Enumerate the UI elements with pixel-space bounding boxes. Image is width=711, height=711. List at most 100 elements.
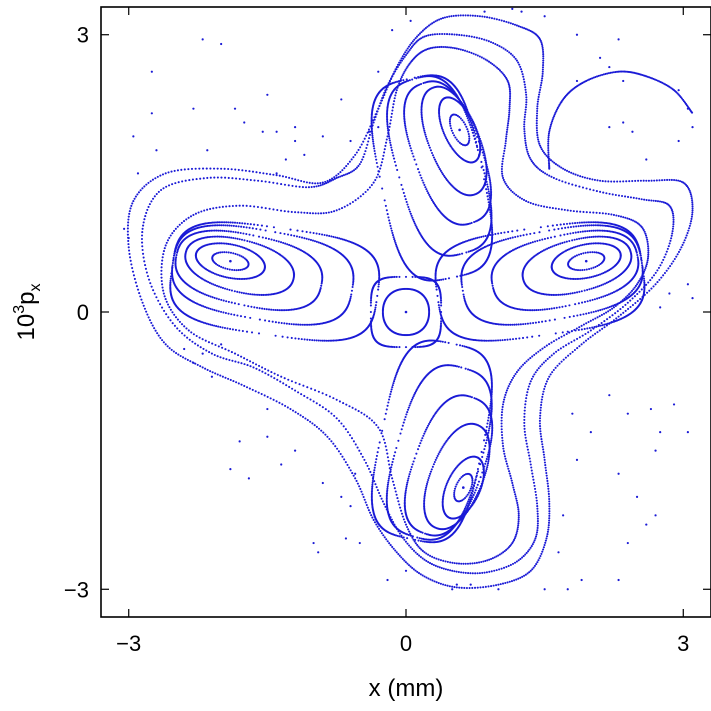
data-point-orbit-13 xyxy=(241,222,244,225)
data-point-orbit-13 xyxy=(297,337,300,340)
data-point-orbit-20 xyxy=(455,483,458,486)
data-point-orbit-4 xyxy=(480,142,483,145)
data-point-orbit-17 xyxy=(527,242,530,245)
data-point-orbit-13 xyxy=(250,331,254,334)
data-point-orbit-18 xyxy=(541,320,544,323)
data-point-orbit-22 xyxy=(439,449,442,452)
data-point-orbit-17 xyxy=(564,305,567,308)
data-point-orbit-22 xyxy=(483,476,486,479)
data-point-orbit-14 xyxy=(583,268,586,271)
data-point-orbit-7 xyxy=(374,155,377,158)
data-point-orbit-23 xyxy=(409,468,413,471)
data-point-orbit-12 xyxy=(317,241,320,244)
data-point-orbit-7 xyxy=(390,229,393,232)
data-point-orbit-19 xyxy=(480,235,483,238)
data-point-orbit-16 xyxy=(563,241,566,244)
data-point-orbit-3 xyxy=(447,141,450,145)
data-point-orbit-14 xyxy=(579,269,582,272)
data-point-orbit-22 xyxy=(486,462,490,465)
data-point-orbit-12 xyxy=(228,224,231,227)
data-point-orbit-13 xyxy=(245,330,249,333)
data-point-orbit-12 xyxy=(301,323,304,326)
data-point-orbit-26 xyxy=(533,353,536,356)
data-point-orbit-26 xyxy=(476,54,479,57)
data-point-orbit-9 xyxy=(239,245,242,248)
data-point-orbit-10 xyxy=(218,235,221,238)
data-point-orbit-18 xyxy=(576,314,579,317)
data-point-orbit-0 xyxy=(428,312,431,315)
data-point-orbit-2 xyxy=(449,116,452,119)
data-point-orbit-12 xyxy=(213,309,216,312)
data-point-orbit-6 xyxy=(389,144,392,147)
data-point-orbit-18 xyxy=(496,240,499,243)
data-point-orbit-1 xyxy=(395,346,398,349)
data-point-orbit-11 xyxy=(176,251,179,254)
data-point-orbit-26 xyxy=(500,419,503,422)
data-point-orbit-11 xyxy=(270,238,273,241)
data-point-orbit-10 xyxy=(219,286,222,289)
data-point-orbit-26 xyxy=(643,268,646,271)
data-point-orbit-6 xyxy=(455,254,458,257)
data-point-orbit-26 xyxy=(508,187,511,190)
data-point-orbit-10 xyxy=(255,242,258,245)
data-point-orbit-26 xyxy=(551,207,554,210)
data-point-orbit-1 xyxy=(439,297,443,300)
data-point-orbit-25 xyxy=(461,344,464,347)
data-point-orbit-23 xyxy=(488,447,491,450)
data-point-orbit-19 xyxy=(518,337,521,340)
data-point-orbit-5 xyxy=(474,132,477,135)
data-point-orbit-26 xyxy=(645,263,648,266)
data-point-orbit-26 xyxy=(504,142,507,145)
data-point-orbit-7 xyxy=(486,195,489,198)
data-point-orbit-12 xyxy=(258,318,261,321)
data-point-orbit-26 xyxy=(440,45,443,49)
data-point-orbit-11 xyxy=(267,308,271,311)
data-point-orbit-19 xyxy=(588,326,591,330)
data-point-orbit-14 xyxy=(597,251,600,254)
data-point-orbit-9 xyxy=(234,244,237,247)
data-point-orbit-26 xyxy=(634,284,637,288)
data-point-orbit-12 xyxy=(313,240,316,243)
data-point-orbit-26 xyxy=(504,144,507,147)
data-point-orbit-5 xyxy=(480,148,483,151)
data-point-orbit-19 xyxy=(488,339,492,342)
data-point-orbit-17 xyxy=(531,309,534,312)
data-point-orbit-15 xyxy=(592,275,595,278)
data-point-orbit-12 xyxy=(224,224,227,227)
data-point-orbit-23 xyxy=(418,444,421,448)
data-point-orbit-25 xyxy=(447,341,450,344)
data-point-orbit-26 xyxy=(447,46,451,49)
data-point-orbit-5 xyxy=(488,176,491,179)
data-point-orbit-6 xyxy=(388,137,391,140)
data-point-orbit-10 xyxy=(238,291,241,294)
data-point-orbit-10 xyxy=(253,241,256,244)
data-point-orbit-18 xyxy=(560,227,564,230)
data-point-orbit-18 xyxy=(514,235,517,239)
data-point-orbit-5 xyxy=(403,115,406,118)
data-point-orbit-17 xyxy=(593,298,596,301)
data-point-orbit-17 xyxy=(550,307,553,310)
data-point-orbit-5 xyxy=(405,131,408,134)
data-point-orbit-26 xyxy=(507,120,510,123)
data-point-orbit-12 xyxy=(227,312,230,315)
data-point-orbit-19 xyxy=(489,233,492,237)
data-point-orbit-24 xyxy=(489,417,492,420)
data-point-orbit-5 xyxy=(432,202,436,205)
data-point-orbit-22 xyxy=(432,463,435,466)
data-point-orbit-19 xyxy=(511,338,515,341)
data-point-orbit-25 xyxy=(384,412,387,415)
data-point-orbit-9 xyxy=(231,243,234,246)
data-point-orbit-6 xyxy=(412,220,416,223)
data-point-orbit-4 xyxy=(485,169,488,173)
data-point-orbit-26 xyxy=(453,47,456,50)
data-point-orbit-11 xyxy=(276,309,279,312)
data-point-orbit-10 xyxy=(249,293,252,296)
data-point-orbit-26 xyxy=(504,393,507,396)
data-point-orbit-19 xyxy=(643,281,646,284)
data-point-orbit-5 xyxy=(403,112,406,115)
data-point-orbit-26 xyxy=(643,270,646,273)
data-point-orbit-11 xyxy=(265,308,268,311)
data-point-orbit-5 xyxy=(424,81,427,84)
data-point-orbit-11 xyxy=(280,309,283,312)
data-point-orbit-1 xyxy=(395,275,398,278)
